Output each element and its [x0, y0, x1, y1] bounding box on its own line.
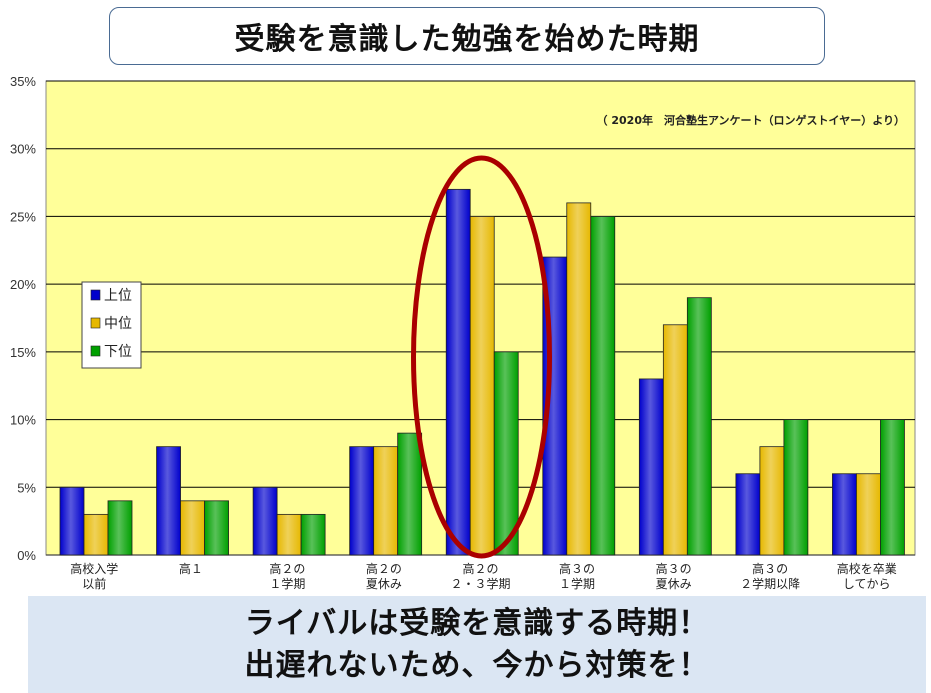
x-tick-label: 高２の: [269, 561, 305, 576]
source-annotation: （ 2020年 河合塾生アンケート（ロンゲストイヤー）より）: [597, 113, 905, 127]
bar-下位: [300, 513, 326, 556]
x-tick-label: 高校入学: [70, 561, 118, 576]
title-box: 受験を意識した勉強を始めた時期: [109, 7, 825, 65]
chart-title: 受験を意識した勉強を始めた時期: [234, 22, 700, 57]
x-tick-label: 高校を卒業: [837, 561, 897, 576]
bar-上位: [156, 446, 181, 556]
bar-中位: [276, 513, 302, 556]
y-tick-label: 30%: [10, 142, 36, 157]
legend-swatch: [90, 317, 101, 329]
x-tick-label: 夏休み: [366, 577, 402, 591]
y-tick-label: 0%: [17, 548, 36, 563]
x-tick-label: してから: [843, 577, 891, 591]
x-tick-label: 高３の: [559, 561, 595, 576]
bar-中位: [469, 216, 495, 556]
legend-swatch: [90, 289, 101, 301]
x-tick-label: ２・３学期: [450, 576, 510, 591]
x-tick-label: １学期: [559, 576, 595, 591]
bar-中位: [759, 446, 785, 556]
footer-banner: ライバルは受験を意識する時期！ 出遅れないため、今から対策を！: [28, 596, 926, 693]
bar-下位: [686, 297, 712, 556]
bar-下位: [204, 500, 229, 556]
legend-label: 上位: [104, 288, 132, 304]
bar-上位: [252, 486, 278, 556]
x-tick-label: 高２の: [366, 561, 402, 576]
bar-下位: [397, 432, 423, 556]
bar-中位: [566, 202, 592, 556]
footer-line-1: ライバルは受験を意識する時期！: [244, 605, 710, 641]
x-tick-label: 夏休み: [656, 577, 692, 591]
y-tick-label: 10%: [10, 413, 36, 428]
x-tick-label: 以前: [82, 576, 106, 591]
bar-下位: [493, 351, 519, 556]
y-tick-label: 20%: [10, 277, 36, 292]
y-tick-label: 35%: [10, 74, 36, 89]
bar-上位: [638, 378, 664, 556]
bar-中位: [662, 324, 688, 556]
x-tick-label: ２学期以降: [740, 576, 800, 591]
bar-上位: [832, 473, 857, 556]
bar-上位: [735, 473, 761, 556]
x-tick-label: 高１: [179, 561, 203, 576]
bar-中位: [856, 473, 881, 556]
bar-下位: [107, 500, 133, 556]
y-tick-label: 25%: [10, 209, 36, 224]
bar-下位: [590, 216, 616, 556]
bar-中位: [180, 500, 205, 556]
bar-下位: [783, 419, 809, 556]
highlight-ellipse: [411, 155, 552, 559]
bar-中位: [373, 446, 399, 556]
x-tick-label: 高２の: [462, 561, 498, 576]
bar-上位: [59, 486, 85, 556]
y-tick-label: 5%: [17, 480, 36, 495]
x-tick-label: １学期: [269, 576, 305, 591]
footer-line-2: 出遅れないため、今から対策を！: [244, 647, 710, 683]
legend-label: 下位: [104, 344, 132, 360]
legend-label: 中位: [104, 316, 132, 332]
x-tick-label: 高３の: [656, 561, 692, 576]
legend-swatch: [90, 345, 101, 357]
y-tick-label: 15%: [10, 345, 36, 360]
bar-上位: [445, 188, 471, 556]
bar-中位: [83, 513, 109, 556]
x-tick-label: 高３の: [752, 561, 788, 576]
bar-下位: [880, 419, 905, 556]
bar-上位: [349, 446, 375, 556]
